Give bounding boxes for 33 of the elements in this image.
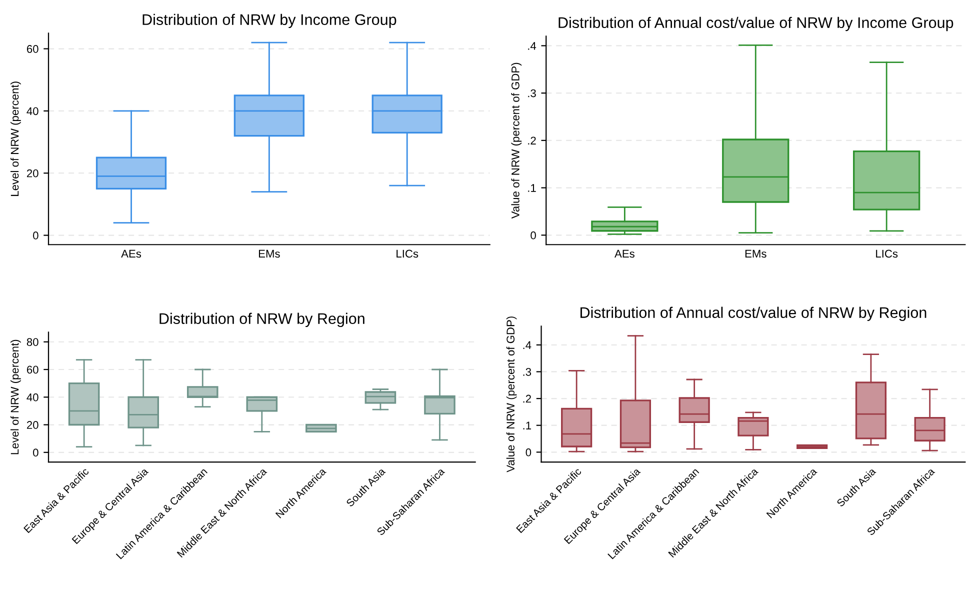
x-tick-label: EMs xyxy=(745,250,766,258)
chart-title: Distribution of Annual cost/value of NRW by Region xyxy=(580,306,926,321)
y-tick-label: 20 xyxy=(26,169,38,178)
x-tick-label: LICs xyxy=(876,250,898,258)
y-tick-label: 60 xyxy=(26,45,38,53)
chart-title: Distribution of NRW by Income Group xyxy=(142,14,396,28)
chart-title: Distribution of Annual cost/value of NRW by Income Group xyxy=(558,16,954,32)
x-tick-label: AEs xyxy=(121,250,142,258)
y-tick-label: .2 xyxy=(528,136,536,144)
y-tick-label: .2 xyxy=(523,394,531,403)
y-tick-label: 80 xyxy=(26,338,38,346)
y-axis-title: Value of NRW (percent of GDP) xyxy=(506,316,517,472)
y-tick-label: .3 xyxy=(523,368,532,376)
y-axis-title: Level of NRW (percent) xyxy=(10,82,21,196)
y-tick-label: 40 xyxy=(26,393,38,402)
y-axis-title: Level of NRW (percent) xyxy=(10,340,21,454)
x-tick-label: EMs xyxy=(258,250,280,258)
y-tick-label: 0 xyxy=(530,231,536,240)
y-tick-label: .1 xyxy=(523,422,531,430)
y-tick-label: 0 xyxy=(33,232,38,240)
y-tick-label: .4 xyxy=(528,42,536,50)
x-tick-label: AEs xyxy=(614,250,634,258)
y-tick-label: 0 xyxy=(33,448,38,457)
y-tick-label: 0 xyxy=(526,448,532,456)
y-tick-label: .4 xyxy=(523,341,532,349)
x-tick-label: LICs xyxy=(396,250,418,258)
y-tick-label: 60 xyxy=(26,366,38,374)
y-tick-label: .3 xyxy=(528,89,536,98)
y-tick-label: 40 xyxy=(26,107,38,116)
y-axis-title: Value of NRW (percent of GDP) xyxy=(511,62,522,219)
chart-title: Distribution of NRW by Region xyxy=(160,312,364,328)
y-tick-label: 20 xyxy=(26,421,38,429)
y-tick-label: .1 xyxy=(528,184,536,192)
